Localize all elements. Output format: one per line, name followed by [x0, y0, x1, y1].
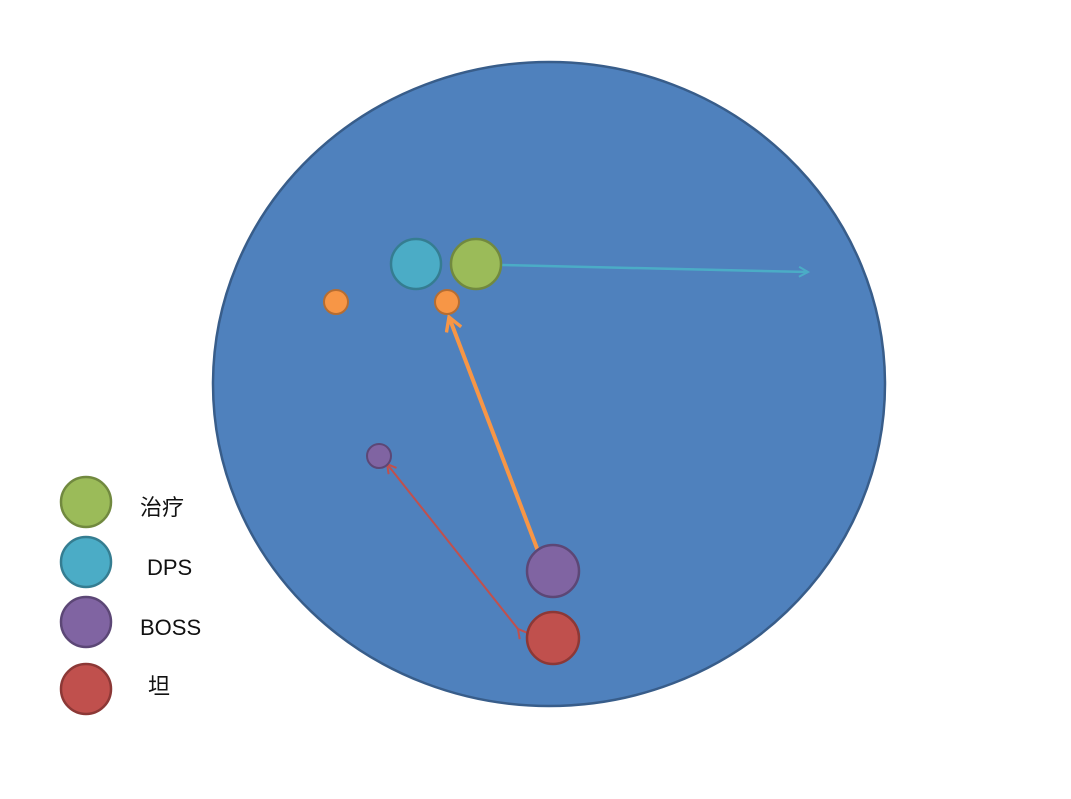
legend: 治疗 DPS BOSS 坦: [59, 475, 201, 716]
healer-circle: [449, 237, 503, 291]
legend-item-dps: DPS: [59, 535, 192, 589]
legend-item-tank: 坦: [59, 662, 170, 716]
boss-circle: [525, 543, 581, 599]
small-boss-circle: [366, 443, 392, 469]
legend-boss-label: BOSS: [140, 615, 201, 640]
legend-dps-swatch: [59, 535, 113, 589]
legend-item-boss: BOSS: [59, 595, 201, 649]
legend-healer-label: 治疗: [140, 495, 184, 520]
dps-circle: [389, 237, 443, 291]
healer-move-arrow: [501, 263, 808, 272]
tank-small-boss-arrow: [387, 464, 518, 629]
legend-healer-swatch: [59, 475, 113, 529]
legend-tank-label: 坦: [148, 674, 170, 699]
marker-left: [323, 289, 349, 315]
tank-circle: [525, 610, 581, 666]
legend-tank-swatch: [59, 662, 113, 716]
marker-right: [434, 289, 460, 315]
arena-circle: [211, 60, 887, 708]
legend-boss-swatch: [59, 595, 113, 649]
legend-item-healer: 治疗: [59, 475, 184, 529]
legend-dps-label: DPS: [147, 555, 192, 580]
